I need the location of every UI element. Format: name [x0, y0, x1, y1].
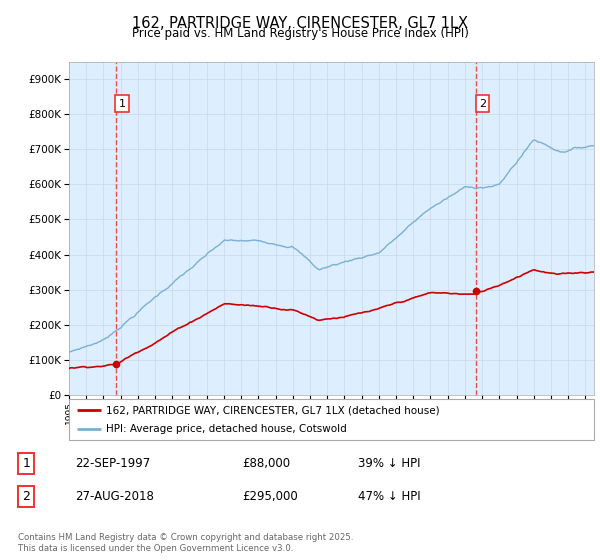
Text: Price paid vs. HM Land Registry's House Price Index (HPI): Price paid vs. HM Land Registry's House … — [131, 27, 469, 40]
Text: 22-SEP-1997: 22-SEP-1997 — [76, 457, 151, 470]
Text: 162, PARTRIDGE WAY, CIRENCESTER, GL7 1LX: 162, PARTRIDGE WAY, CIRENCESTER, GL7 1LX — [132, 16, 468, 31]
Text: 162, PARTRIDGE WAY, CIRENCESTER, GL7 1LX (detached house): 162, PARTRIDGE WAY, CIRENCESTER, GL7 1LX… — [106, 405, 439, 415]
Text: £88,000: £88,000 — [242, 457, 290, 470]
Text: HPI: Average price, detached house, Cotswold: HPI: Average price, detached house, Cots… — [106, 424, 347, 433]
Text: 2: 2 — [22, 490, 31, 503]
Text: 27-AUG-2018: 27-AUG-2018 — [76, 490, 154, 503]
Text: Contains HM Land Registry data © Crown copyright and database right 2025.
This d: Contains HM Land Registry data © Crown c… — [18, 533, 353, 553]
Text: £295,000: £295,000 — [242, 490, 298, 503]
Text: 39% ↓ HPI: 39% ↓ HPI — [358, 457, 420, 470]
FancyBboxPatch shape — [69, 399, 594, 440]
Text: 1: 1 — [22, 457, 31, 470]
Text: 1: 1 — [118, 99, 125, 109]
Text: 47% ↓ HPI: 47% ↓ HPI — [358, 490, 420, 503]
Text: 2: 2 — [479, 99, 486, 109]
